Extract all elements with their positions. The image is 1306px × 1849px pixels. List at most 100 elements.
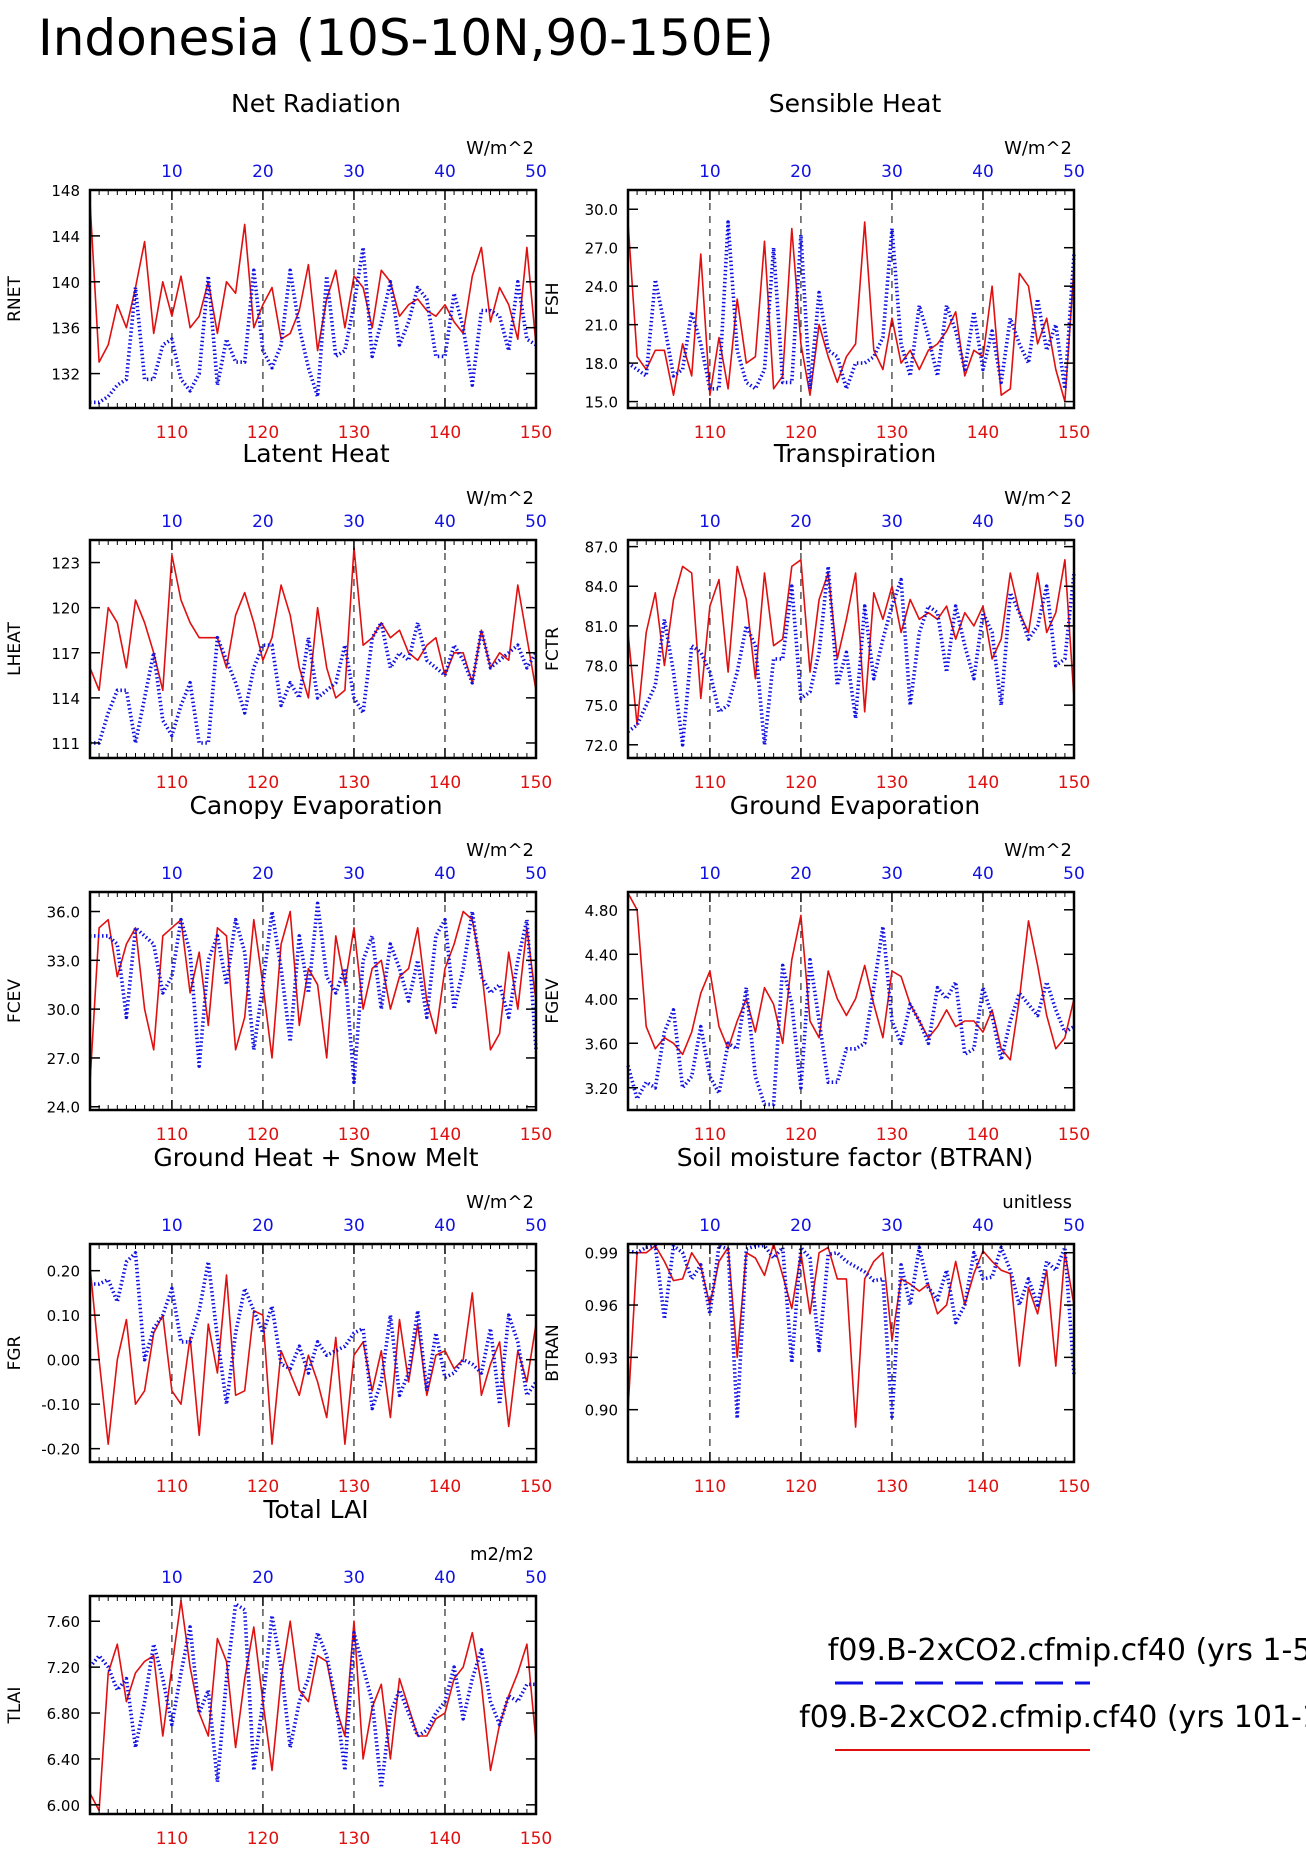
x-tick-label-bottom: 120 xyxy=(247,773,279,793)
x-tick-label-top: 30 xyxy=(343,864,365,884)
y-tick-label: 6.00 xyxy=(47,1797,80,1815)
panel-rnet: Net Radiation W/m^2 RNET 110 120 130 140 150 10 2… xyxy=(5,89,552,443)
series-line-red xyxy=(89,1599,537,1812)
plot-frame xyxy=(626,1242,1076,1464)
x-tick-label-top: 50 xyxy=(525,1216,547,1236)
panel-btran: Soil moisture factor (BTRAN) unitless BTRA… xyxy=(543,1143,1090,1497)
x-tick-label-top: 30 xyxy=(343,512,365,532)
x-tick-label-top: 40 xyxy=(972,162,994,182)
x-tick-label-top: 20 xyxy=(790,864,812,884)
y-tick-label: 4.80 xyxy=(585,902,618,920)
y-tick-label: 24.0 xyxy=(585,278,618,296)
x-tick-label-bottom: 130 xyxy=(338,773,370,793)
y-tick-label: 6.80 xyxy=(47,1705,80,1723)
x-tick-label-bottom: 150 xyxy=(1058,1477,1090,1497)
y-tick-label: -0.10 xyxy=(41,1396,80,1414)
x-tick-label-top: 30 xyxy=(343,1568,365,1588)
panel-title: Latent Heat xyxy=(242,439,390,468)
units-label: W/m^2 xyxy=(1004,840,1072,861)
y-tick-label: 6.40 xyxy=(47,1751,80,1769)
x-tick-label-top: 10 xyxy=(161,864,183,884)
x-tick-label-top: 20 xyxy=(790,512,812,532)
x-tick-label-bottom: 120 xyxy=(785,773,817,793)
x-tick-label-bottom: 140 xyxy=(967,1477,999,1497)
panel-title: Transpiration xyxy=(773,439,936,468)
x-tick-label-top: 50 xyxy=(525,1568,547,1588)
x-tick-label-top: 20 xyxy=(252,162,274,182)
series-line-blue xyxy=(90,1251,538,1411)
units-label: m2/m2 xyxy=(470,1544,534,1565)
units-label: W/m^2 xyxy=(1004,488,1072,509)
y-tick-label: 84.0 xyxy=(585,578,618,596)
x-tick-label-bottom: 110 xyxy=(156,1125,188,1145)
x-tick-label-top: 30 xyxy=(343,1216,365,1236)
y-tick-label: 36.0 xyxy=(47,904,80,922)
series-line-blue xyxy=(627,1243,1076,1421)
panel-fgr: Ground Heat + Snow Melt W/m^2 FGR 110 120 130… xyxy=(5,1143,552,1497)
x-tick-label-bottom: 140 xyxy=(429,1125,461,1145)
plot-frame xyxy=(626,890,1076,1112)
panel-title: Net Radiation xyxy=(231,89,401,118)
y-tick-label: 0.90 xyxy=(585,1402,618,1420)
x-tick-label-bottom: 110 xyxy=(156,1477,188,1497)
panel-title: Sensible Heat xyxy=(769,89,942,118)
series-line-blue xyxy=(626,220,1076,391)
y-axis-label: LHEAT xyxy=(5,622,25,676)
x-tick-label-bottom: 140 xyxy=(967,1125,999,1145)
y-tick-label: 7.60 xyxy=(47,1613,80,1631)
x-tick-label-bottom: 140 xyxy=(967,423,999,443)
panel-title: Ground Heat + Snow Melt xyxy=(153,1143,478,1172)
y-tick-label: 4.00 xyxy=(585,991,618,1009)
y-tick-label: 136 xyxy=(51,320,80,338)
y-tick-label: 15.0 xyxy=(585,394,618,412)
y-tick-label: 3.20 xyxy=(585,1080,618,1098)
units-label: W/m^2 xyxy=(466,840,534,861)
x-tick-label-top: 40 xyxy=(434,162,456,182)
plot-frame xyxy=(88,1594,538,1816)
x-tick-label-top: 20 xyxy=(252,864,274,884)
x-tick-label-bottom: 120 xyxy=(247,423,279,443)
units-label: W/m^2 xyxy=(1004,138,1072,159)
y-tick-label: 132 xyxy=(51,366,80,384)
y-tick-label: 0.93 xyxy=(585,1349,618,1367)
x-tick-label-bottom: 130 xyxy=(876,773,908,793)
y-tick-label: 30.0 xyxy=(585,201,618,219)
x-tick-label-top: 50 xyxy=(1063,162,1085,182)
x-tick-label-bottom: 130 xyxy=(876,423,908,443)
x-tick-label-bottom: 130 xyxy=(338,1477,370,1497)
x-tick-label-bottom: 150 xyxy=(520,1829,552,1849)
panel-fsh: Sensible Heat W/m^2 FSH 110 120 130 140 150 10 20… xyxy=(543,89,1090,443)
y-axis-label: BTRAN xyxy=(543,1324,563,1382)
x-tick-label-bottom: 150 xyxy=(520,773,552,793)
x-tick-label-top: 10 xyxy=(699,162,721,182)
x-tick-label-bottom: 150 xyxy=(1058,1125,1090,1145)
series-line-blue xyxy=(626,924,1075,1107)
y-tick-label: 0.99 xyxy=(585,1245,618,1263)
y-tick-label: 123 xyxy=(51,555,80,573)
y-tick-label: 72.0 xyxy=(585,737,618,755)
series-line-red xyxy=(89,1266,537,1445)
x-tick-label-bottom: 150 xyxy=(1058,423,1090,443)
plot-frame xyxy=(88,188,538,410)
figure-title: Indonesia (10S-10N,90-150E) xyxy=(38,9,774,67)
panel-title: Canopy Evaporation xyxy=(189,791,442,820)
y-tick-label: 0.10 xyxy=(47,1307,80,1325)
y-tick-label: 120 xyxy=(51,600,80,618)
series-line-red xyxy=(89,201,537,363)
x-tick-label-bottom: 150 xyxy=(520,1125,552,1145)
x-tick-label-top: 30 xyxy=(881,162,903,182)
x-tick-label-top: 50 xyxy=(525,162,547,182)
x-tick-label-bottom: 150 xyxy=(1058,773,1090,793)
plot-frame xyxy=(626,188,1076,410)
x-tick-label-bottom: 110 xyxy=(694,1477,726,1497)
x-tick-label-bottom: 120 xyxy=(247,1829,279,1849)
series-line-red xyxy=(627,221,1075,403)
y-tick-label: 81.0 xyxy=(585,618,618,636)
x-tick-label-bottom: 110 xyxy=(694,423,726,443)
x-tick-label-bottom: 110 xyxy=(694,1125,726,1145)
y-axis-label: TLAI xyxy=(5,1687,25,1725)
y-tick-label: 24.0 xyxy=(47,1099,80,1117)
y-tick-label: 87.0 xyxy=(585,539,618,557)
x-tick-label-top: 20 xyxy=(790,1216,812,1236)
